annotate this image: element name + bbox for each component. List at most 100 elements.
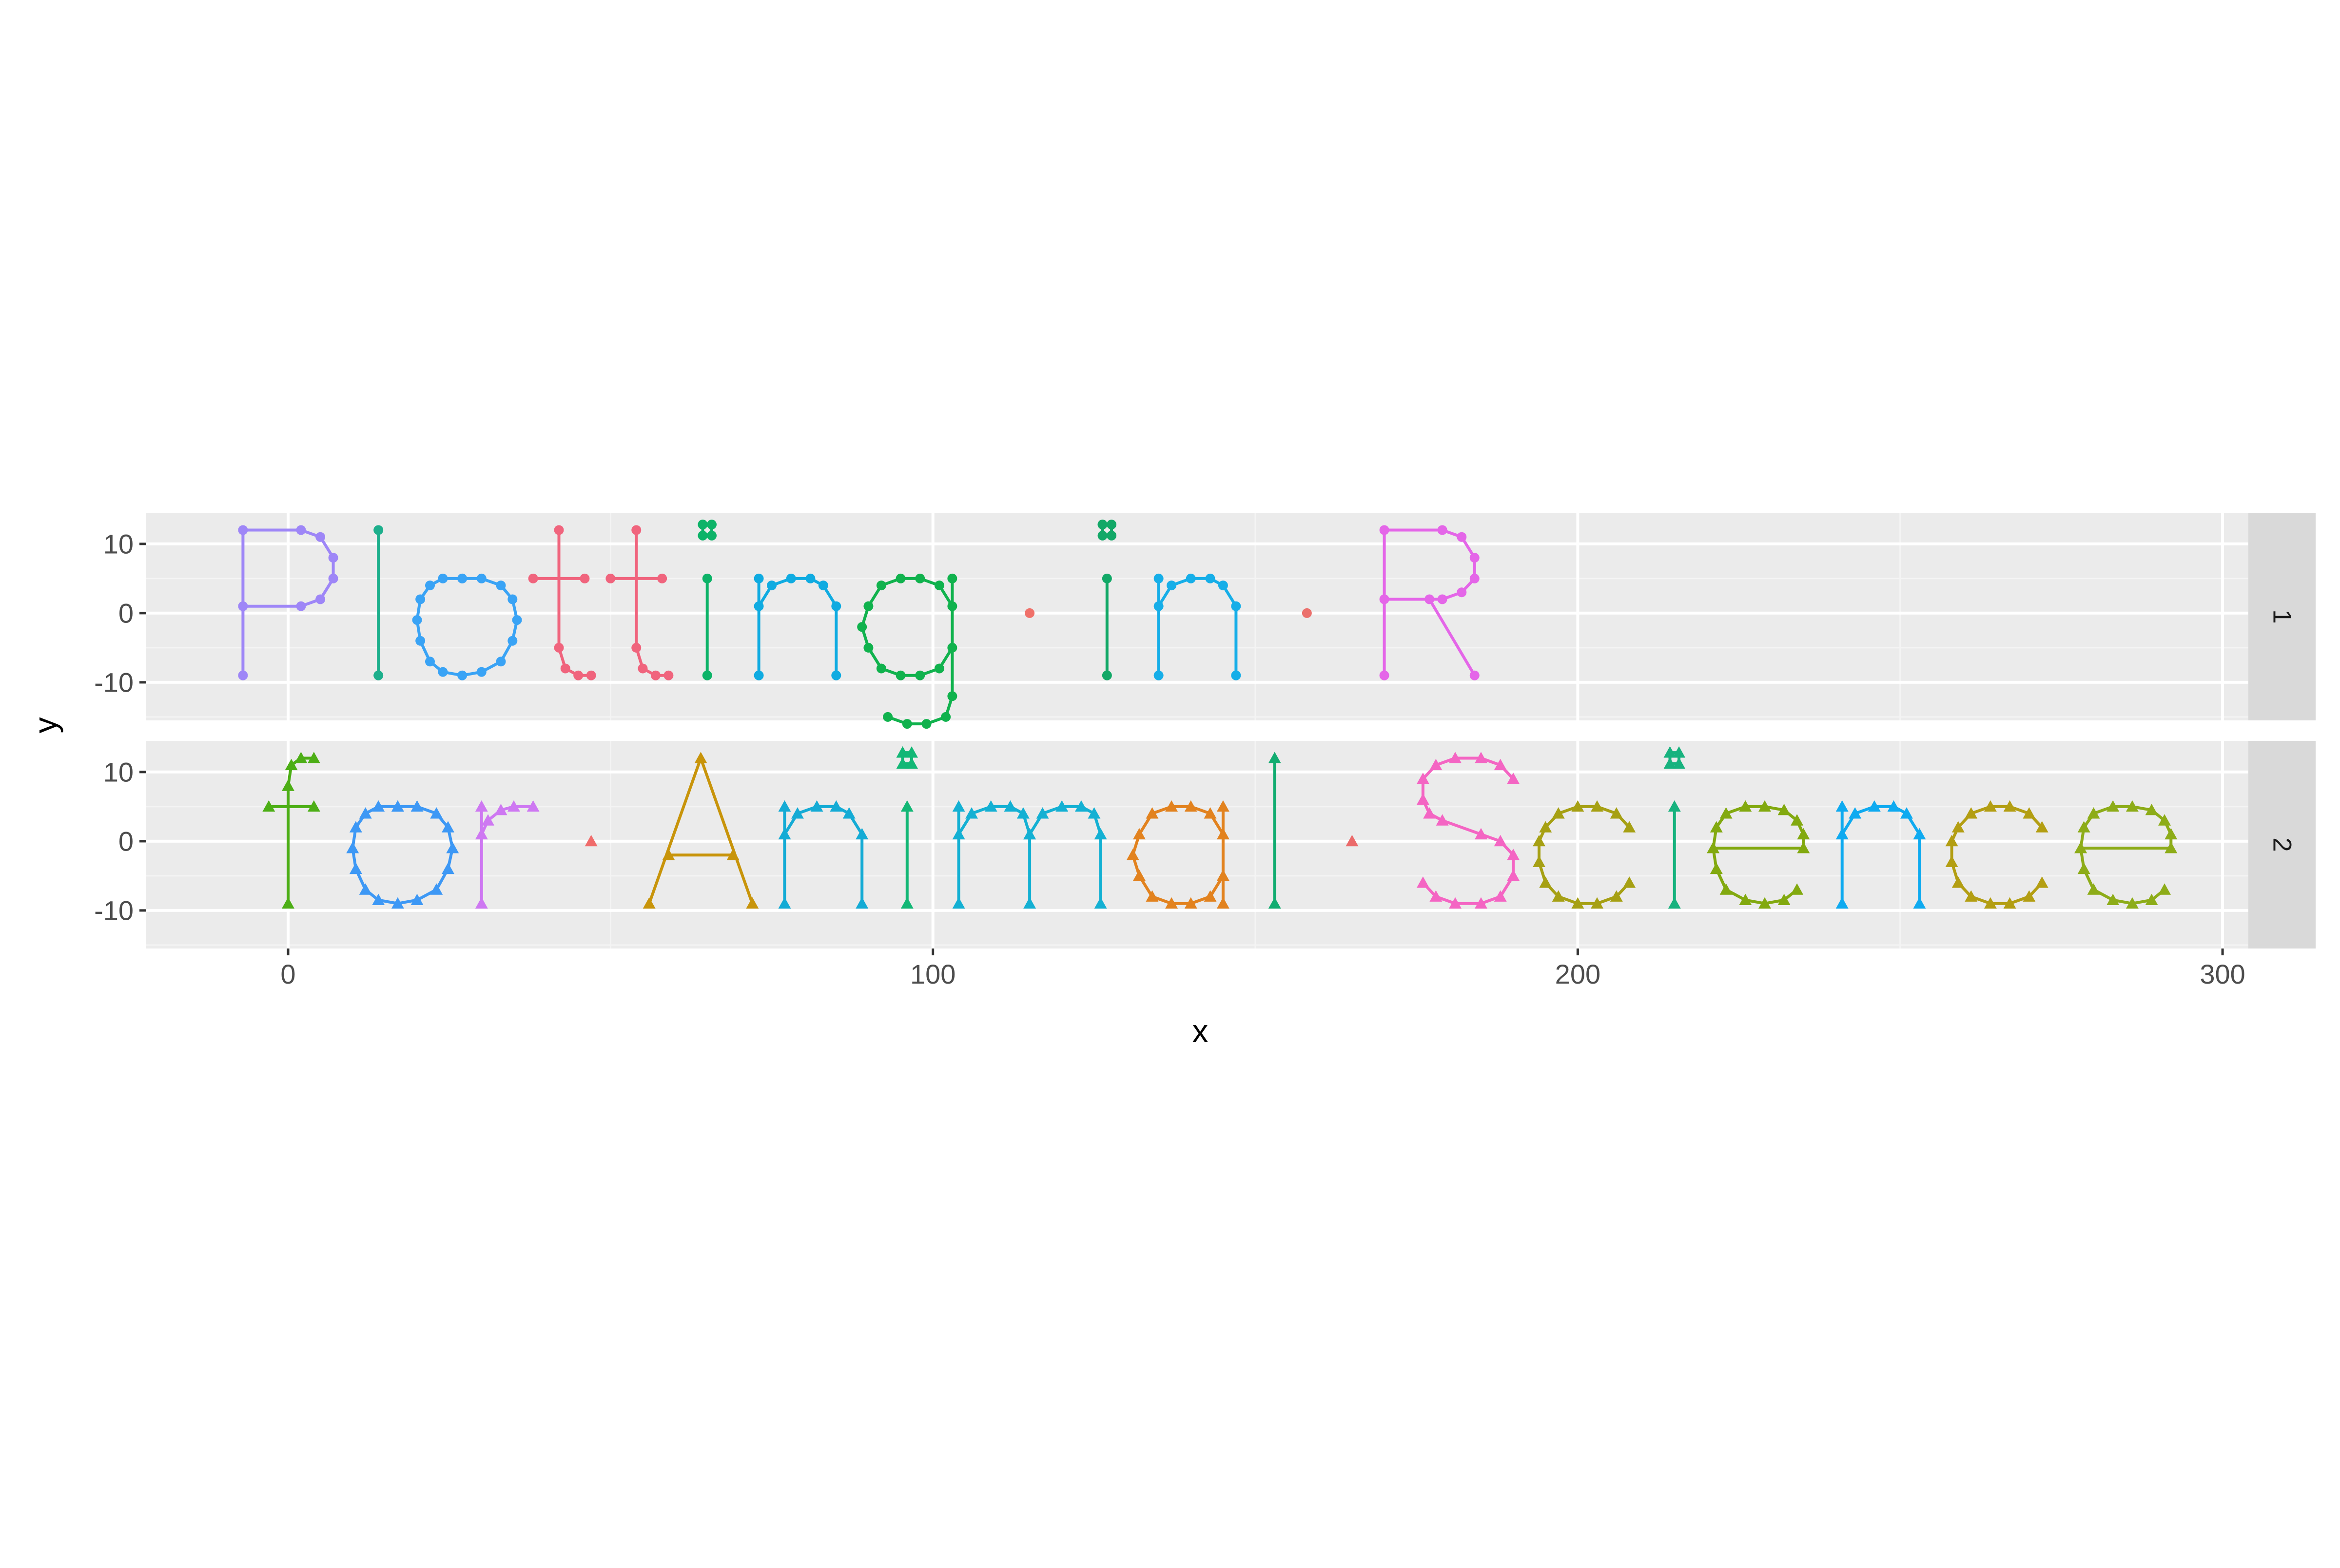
data-point xyxy=(2145,893,2158,905)
data-point xyxy=(1571,800,1584,812)
data-point xyxy=(1379,525,1389,535)
data-point xyxy=(1835,828,1849,840)
data-point xyxy=(1423,807,1436,819)
data-point xyxy=(702,670,712,680)
data-point xyxy=(778,897,791,909)
data-point xyxy=(475,800,488,812)
data-point xyxy=(1416,793,1429,805)
data-point xyxy=(2106,893,2120,905)
data-point xyxy=(1710,821,1723,832)
data-point xyxy=(1539,876,1552,888)
data-point xyxy=(1436,814,1449,826)
data-point xyxy=(2126,897,2139,909)
data-point xyxy=(1107,530,1117,541)
series-glyph-2-11 xyxy=(1346,834,1359,847)
series-glyph-2-2 xyxy=(346,800,459,909)
series-glyph-1-1 xyxy=(238,525,338,680)
data-point xyxy=(2158,814,2171,826)
facet-strip-1: 1 xyxy=(2248,513,2316,720)
data-point xyxy=(1268,752,1281,763)
data-point xyxy=(1132,869,1146,881)
data-point xyxy=(1153,573,1164,583)
series-line xyxy=(1712,805,1805,905)
data-point xyxy=(631,642,642,653)
data-point xyxy=(430,807,443,819)
data-point xyxy=(1507,849,1520,860)
data-point xyxy=(1835,897,1849,909)
data-point xyxy=(482,814,495,826)
series-glyph-2-15 xyxy=(1707,800,1810,909)
data-point xyxy=(726,849,740,860)
data-point xyxy=(2077,821,2090,832)
data-point xyxy=(650,670,661,680)
series-glyph-1-9 xyxy=(1097,520,1117,680)
data-point xyxy=(778,828,791,840)
data-point xyxy=(702,573,712,583)
data-point xyxy=(1777,804,1791,815)
data-point xyxy=(934,663,944,674)
data-point xyxy=(315,532,326,542)
data-point xyxy=(554,642,564,653)
data-point xyxy=(1610,807,1623,819)
data-point xyxy=(1984,800,1997,812)
y-tick-label: 10 xyxy=(103,756,134,787)
data-point xyxy=(1507,773,1520,784)
data-point xyxy=(1437,525,1447,535)
data-point xyxy=(391,800,404,812)
data-point xyxy=(1429,758,1443,771)
data-point xyxy=(707,530,717,541)
data-point xyxy=(856,897,869,909)
data-point xyxy=(1107,520,1117,530)
data-point xyxy=(605,573,616,583)
data-point xyxy=(662,849,675,860)
data-point xyxy=(560,663,570,674)
series-glyph-1-10 xyxy=(1153,573,1241,680)
data-point xyxy=(1449,897,1462,909)
data-point xyxy=(1097,530,1108,541)
data-point xyxy=(1707,842,1720,853)
data-point xyxy=(1216,897,1229,909)
data-point xyxy=(857,622,867,632)
data-point xyxy=(818,581,828,591)
data-point xyxy=(346,842,359,853)
data-point xyxy=(1591,800,1604,812)
data-point xyxy=(965,807,978,819)
data-point xyxy=(1088,807,1101,819)
panel-background xyxy=(146,741,2248,949)
data-point xyxy=(1791,883,1804,895)
series-glyph-1-7 xyxy=(857,573,957,729)
data-point xyxy=(1494,758,1507,771)
strip-background xyxy=(2248,513,2316,720)
x-tick-label: 300 xyxy=(2200,959,2245,989)
facet-strip-2: 2 xyxy=(2248,741,2316,949)
data-point xyxy=(2087,883,2100,895)
data-point xyxy=(856,828,869,840)
data-point xyxy=(754,573,764,583)
data-point xyxy=(1469,553,1480,563)
series-glyph-1-11 xyxy=(1302,608,1312,618)
data-point xyxy=(1552,807,1565,819)
data-point xyxy=(1719,883,1733,895)
data-point xyxy=(842,807,856,819)
data-point xyxy=(947,573,957,583)
data-point xyxy=(1739,800,1752,812)
series-line xyxy=(1421,756,1515,905)
data-point xyxy=(573,670,584,680)
y-tick-label: 0 xyxy=(118,826,134,856)
data-point xyxy=(643,897,656,909)
series-glyph-2-10 xyxy=(1268,752,1281,909)
data-point xyxy=(2035,876,2048,888)
data-point xyxy=(494,804,507,815)
data-point xyxy=(238,670,248,680)
data-point xyxy=(1457,532,1467,542)
data-point xyxy=(238,525,248,535)
data-point xyxy=(1507,869,1520,881)
data-point xyxy=(1900,807,1913,819)
data-point xyxy=(2158,883,2171,895)
data-point xyxy=(638,663,648,674)
data-point xyxy=(1023,828,1036,840)
data-point xyxy=(1126,849,1139,860)
data-point xyxy=(1205,573,1215,583)
data-point xyxy=(1153,601,1164,611)
